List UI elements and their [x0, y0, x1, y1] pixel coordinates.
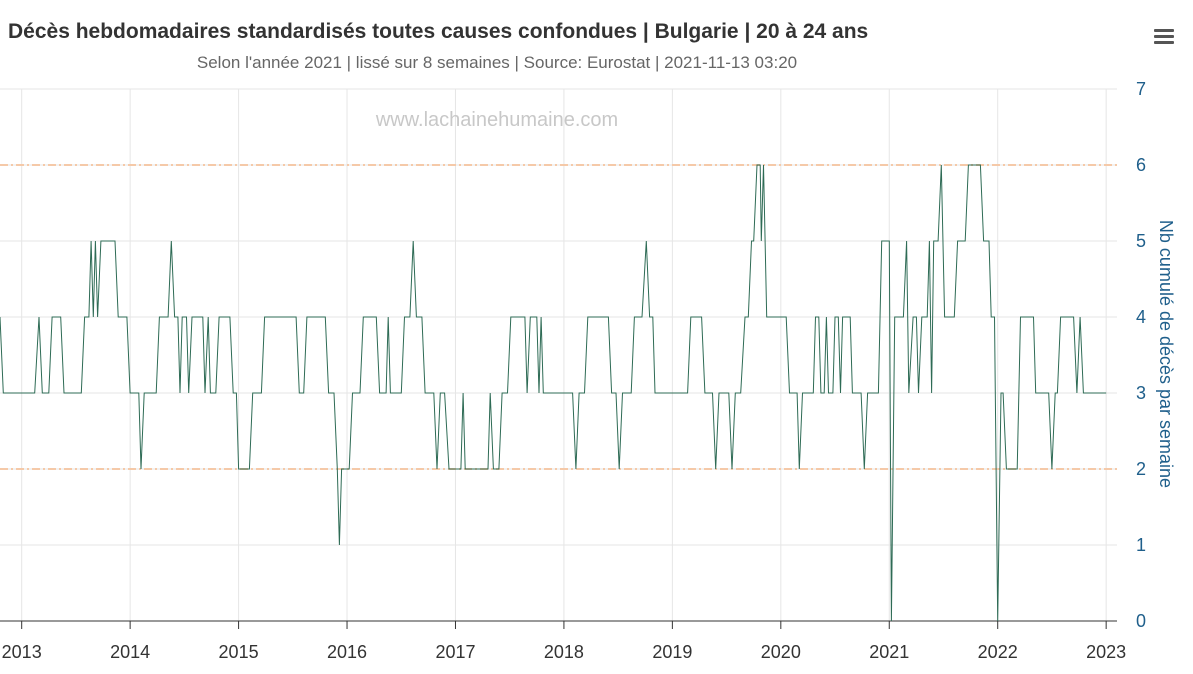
hamburger-menu-icon: [1154, 29, 1174, 32]
x-tick-label: 2018: [544, 642, 584, 662]
x-tick-label: 2013: [2, 642, 42, 662]
hamburger-menu-icon-bar: [1154, 35, 1174, 38]
y-tick-label: 3: [1136, 383, 1146, 403]
hamburger-menu-icon-bar: [1154, 41, 1174, 44]
x-tick-label: 2016: [327, 642, 367, 662]
chart-subtitle: Selon l'année 2021 | lissé sur 8 semaine…: [197, 53, 797, 72]
grid-lines: [0, 88, 1117, 622]
x-tick-label: 2019: [652, 642, 692, 662]
chart-menu-button[interactable]: [1150, 26, 1178, 52]
y-tick-label: 7: [1136, 79, 1146, 99]
y-axis-ticks: 0 1 2 3 4 5 6 7: [1136, 79, 1146, 631]
x-tick-label: 2021: [869, 642, 909, 662]
y-tick-label: 6: [1136, 155, 1146, 175]
series-line: [0, 164, 1107, 622]
chart-title: Décès hebdomadaires standardisés toutes …: [8, 20, 868, 43]
y-tick-label: 4: [1136, 307, 1146, 327]
y-tick-label: 2: [1136, 459, 1146, 479]
x-tick-label: 2020: [761, 642, 801, 662]
x-tick-label: 2014: [110, 642, 150, 662]
y-tick-label: 5: [1136, 231, 1146, 251]
x-tick-label: 2015: [219, 642, 259, 662]
threshold-lines: [0, 164, 1117, 470]
x-tick-label: 2017: [435, 642, 475, 662]
x-axis-ticks: 2013 2014 2015 2016 2017 2018 2019 2020 2021 2022…: [2, 621, 1126, 662]
x-tick-label: 2023: [1086, 642, 1126, 662]
y-tick-label: 0: [1136, 611, 1146, 631]
x-tick-label: 2022: [978, 642, 1018, 662]
y-axis-label: Nb cumulé de décès par semaine: [1156, 220, 1176, 488]
watermark: www.lachainehumaine.com: [375, 109, 618, 131]
y-tick-label: 1: [1136, 535, 1146, 555]
